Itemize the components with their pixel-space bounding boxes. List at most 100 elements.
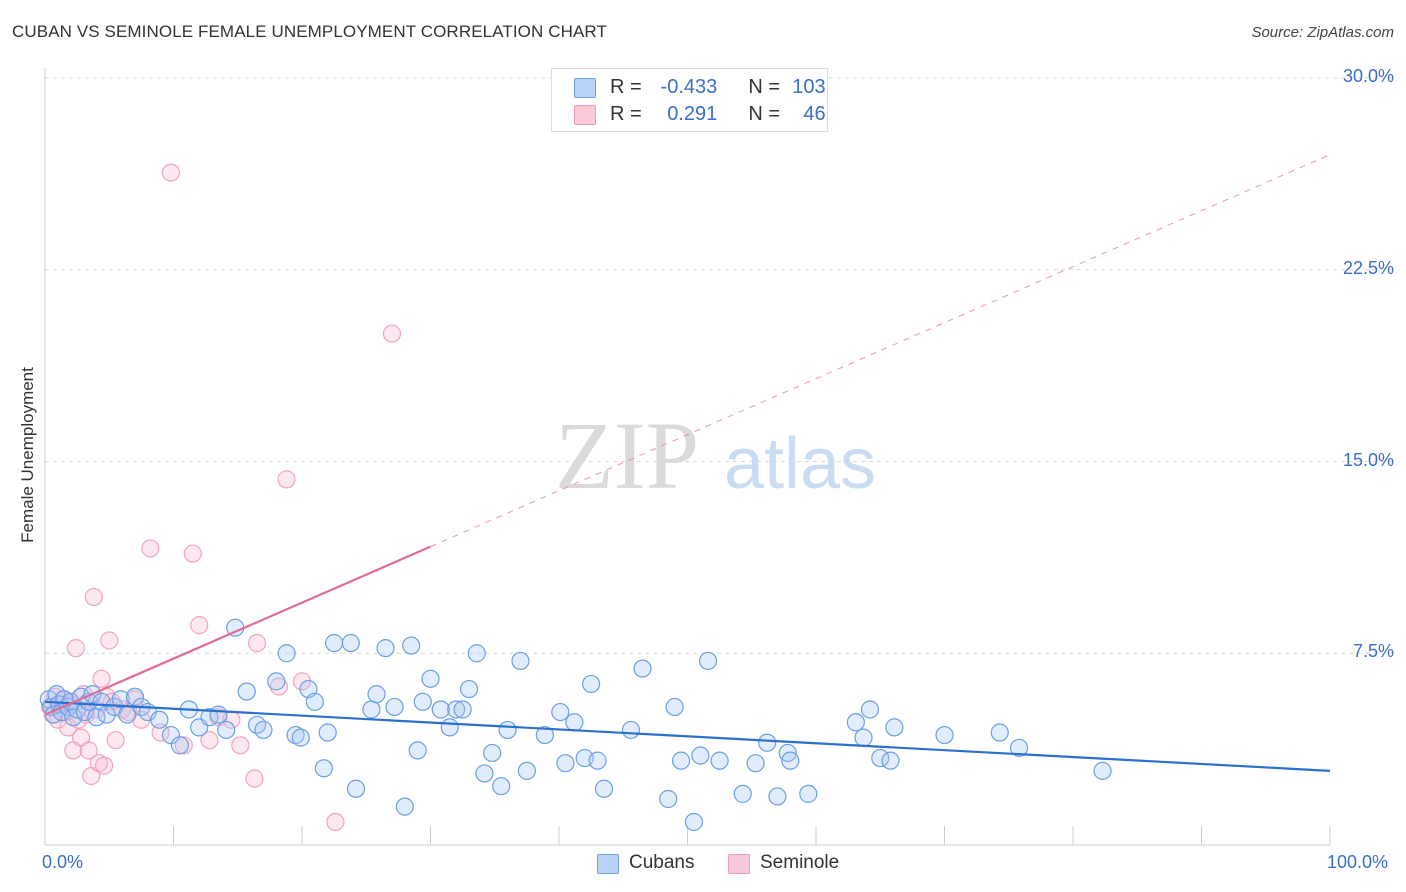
cubans-point <box>781 751 800 770</box>
seminole-point <box>89 754 109 773</box>
cubans-point <box>447 700 466 719</box>
cubans-point <box>698 651 718 671</box>
cubans-point <box>286 725 305 745</box>
cubans-point <box>291 728 310 747</box>
cubans-point <box>440 718 459 737</box>
cubans-point <box>111 690 130 709</box>
cubans-point <box>277 644 296 663</box>
seminole-point <box>200 731 219 750</box>
seminole-point <box>66 639 85 658</box>
seminole-point <box>382 324 402 343</box>
cubans-point <box>854 728 873 747</box>
trend-lines <box>44 154 1331 772</box>
cubans-point <box>671 751 691 770</box>
cubans-point <box>799 784 818 803</box>
cubans-point <box>768 787 787 806</box>
seminole-legend-label: Seminole <box>760 852 840 873</box>
cubans-point <box>990 723 1009 742</box>
cubans-point <box>314 759 333 778</box>
y-tick-label: 7.5% <box>1352 641 1394 662</box>
cubans-point <box>498 720 517 740</box>
cubans-point <box>385 697 404 717</box>
cubans-point <box>659 789 678 809</box>
cubans-point <box>402 636 421 655</box>
cubans-point <box>517 761 536 780</box>
seminole-point <box>269 677 288 696</box>
cubans-point <box>376 639 395 658</box>
cubans-point <box>254 720 273 740</box>
cubans-swatch <box>574 78 596 98</box>
seminole-trend-line <box>44 545 431 716</box>
cubans-point <box>170 736 190 755</box>
cubans-point <box>633 659 652 678</box>
cubans-point <box>367 685 386 704</box>
r-value: -0.433 <box>660 76 718 98</box>
cubans-point <box>346 779 366 798</box>
cubans-point <box>621 720 641 740</box>
cubans-legend-swatch <box>597 854 619 874</box>
cubans-point <box>483 743 502 763</box>
cubans-point <box>588 751 607 770</box>
seminole-point <box>95 756 114 775</box>
cubans-point <box>467 644 486 663</box>
seminole-trend-extension <box>430 154 1331 548</box>
cubans-point <box>935 725 954 745</box>
seminole-swatch <box>574 105 596 125</box>
seminole-point <box>245 769 264 788</box>
seminole-point <box>79 741 98 760</box>
seminole-legend-swatch <box>728 854 750 874</box>
cubans-point <box>684 812 704 832</box>
cubans-point <box>758 733 777 752</box>
cubans-point <box>475 764 494 783</box>
y-tick-label: 30.0% <box>1342 66 1394 86</box>
cubans-point <box>1009 738 1029 757</box>
r-label: R = <box>610 76 642 98</box>
seminole-point <box>100 631 119 650</box>
seminole-point <box>190 616 209 635</box>
n-value: 103 <box>792 76 826 98</box>
cubans-point <box>325 633 344 653</box>
seminole-point <box>141 539 160 558</box>
source-label: Source: ZipAtlas.com <box>1251 24 1394 41</box>
r-label: R = <box>610 103 642 125</box>
cubans-point <box>408 741 427 760</box>
cubans-point <box>846 713 865 732</box>
cubans-point <box>421 669 440 688</box>
cubans-point <box>362 700 381 719</box>
cubans-point <box>341 633 360 653</box>
cubans-point <box>431 700 450 719</box>
seminole-point <box>59 718 78 737</box>
seminole-point <box>326 812 345 832</box>
cubans-points <box>39 618 1112 832</box>
cubans-point <box>710 751 729 770</box>
cubans-point <box>511 651 530 671</box>
cubans-point <box>217 720 236 740</box>
cubans-point <box>665 697 684 717</box>
chart-title: CUBAN VS SEMINOLE FEMALE UNEMPLOYMENT CO… <box>12 22 607 41</box>
seminole-point <box>92 669 111 688</box>
axes <box>44 68 1331 846</box>
y-tick-label: 15.0% <box>1342 449 1394 470</box>
watermark: ZIP atlas <box>555 402 876 509</box>
cubans-point <box>594 779 614 798</box>
cubans-point <box>535 725 554 745</box>
stats-legend: R = -0.433 N = 103 R = 0.291 N = 46 <box>551 68 828 132</box>
cubans-point <box>305 692 324 711</box>
cubans-point <box>733 784 752 803</box>
r-value: 0.291 <box>667 103 718 125</box>
watermark-atlas: atlas <box>724 424 876 504</box>
cubans-point <box>413 692 432 711</box>
n-value: 46 <box>803 103 826 125</box>
n-label: N = <box>748 76 781 98</box>
seminole-point <box>183 544 202 563</box>
cubans-point <box>860 700 880 719</box>
cubans-point <box>267 672 286 691</box>
cubans-point <box>125 687 145 706</box>
seminole-point <box>247 633 267 653</box>
cubans-point <box>209 705 228 724</box>
cubans-trend-line <box>44 700 1331 772</box>
cubans-point <box>237 682 256 701</box>
x-tick-label-max: 100.0% <box>1327 852 1389 872</box>
x-tick-label-min: 0.0% <box>42 852 84 872</box>
